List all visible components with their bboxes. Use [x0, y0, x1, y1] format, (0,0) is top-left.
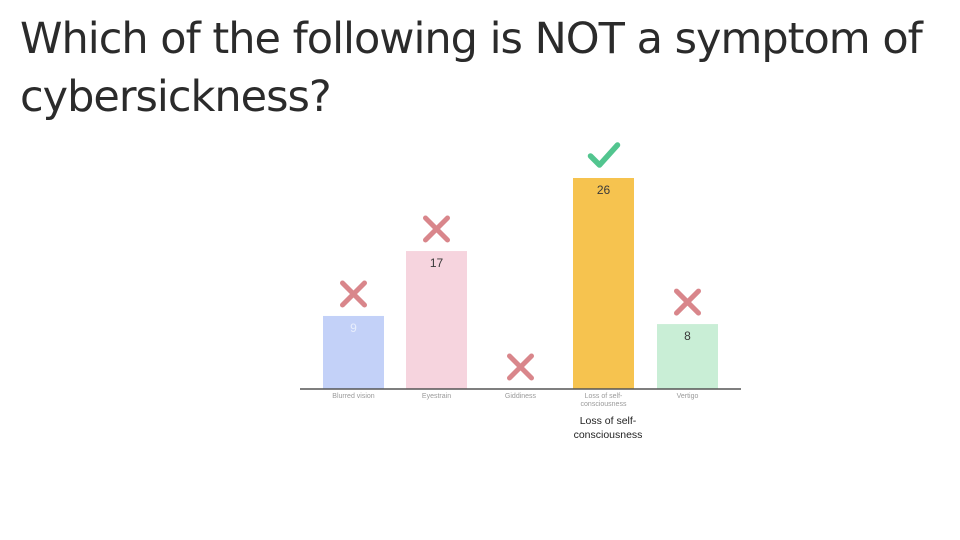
- bar-value-label: 8: [684, 329, 691, 343]
- bar-1: [406, 251, 467, 389]
- category-tick-label: consciousness: [581, 401, 627, 408]
- category-tick-label: Giddiness: [505, 393, 537, 400]
- selected-bar-tooltip: Loss of self- consciousness: [548, 414, 668, 442]
- bar-value-label: 26: [597, 183, 611, 197]
- bar-3: [573, 178, 634, 389]
- correct-answer-check-icon: [587, 142, 621, 168]
- selected-bar-label: Loss of self- consciousness: [573, 415, 643, 441]
- wrong-answer-cross-icon: [674, 288, 701, 316]
- wrong-answer-cross-icon: [507, 353, 534, 381]
- category-tick-label: Blurred vision: [332, 393, 375, 400]
- category-tick-label: Vertigo: [677, 393, 699, 400]
- bar-value-label: 9: [350, 321, 357, 335]
- bar-4: [657, 324, 718, 389]
- bar-value-label: 17: [430, 256, 444, 270]
- wrong-answer-cross-icon: [423, 215, 450, 243]
- category-tick-label: Eyestrain: [422, 393, 451, 400]
- wrong-answer-cross-icon: [340, 280, 367, 308]
- category-tick-label: Loss of self-: [585, 393, 623, 400]
- bar-0: [323, 315, 384, 389]
- question-text: Which of the following is NOT a symptom …: [20, 14, 923, 122]
